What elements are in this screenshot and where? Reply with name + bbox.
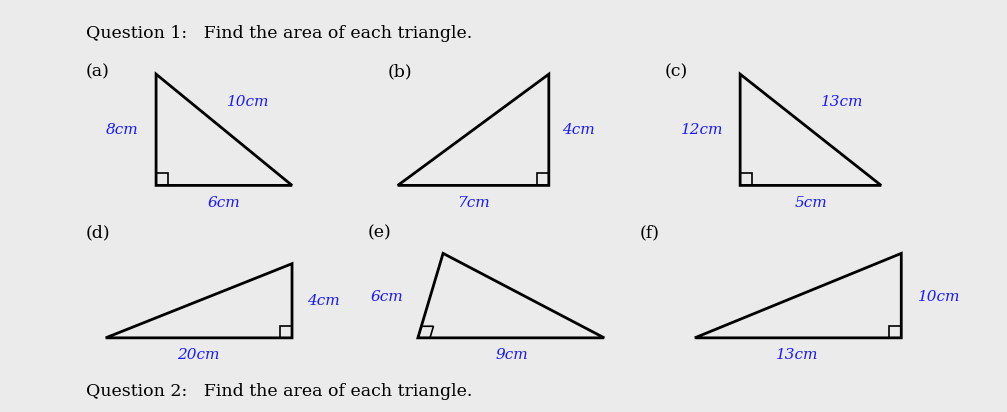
Text: 13cm: 13cm [776, 348, 819, 362]
Text: (a): (a) [86, 64, 110, 81]
Text: 6cm: 6cm [207, 196, 240, 210]
Text: 13cm: 13cm [821, 95, 863, 109]
Text: (b): (b) [388, 64, 412, 81]
Text: 20cm: 20cm [177, 348, 220, 362]
Text: Question 2:   Find the area of each triangle.: Question 2: Find the area of each triang… [86, 383, 472, 400]
Text: (d): (d) [86, 225, 110, 241]
Text: 9cm: 9cm [495, 348, 528, 362]
Text: 12cm: 12cm [681, 123, 723, 137]
Text: (c): (c) [665, 64, 688, 81]
Text: 10cm: 10cm [918, 290, 961, 304]
Text: (f): (f) [639, 225, 660, 241]
Text: 7cm: 7cm [457, 196, 489, 210]
Text: Question 1:   Find the area of each triangle.: Question 1: Find the area of each triang… [86, 25, 472, 42]
Text: 8cm: 8cm [106, 123, 139, 137]
Text: 4cm: 4cm [562, 123, 595, 137]
Text: 4cm: 4cm [307, 294, 340, 308]
Text: (e): (e) [368, 225, 392, 241]
Text: 6cm: 6cm [370, 290, 403, 304]
Text: 10cm: 10cm [227, 95, 269, 109]
Text: 5cm: 5cm [795, 196, 827, 210]
